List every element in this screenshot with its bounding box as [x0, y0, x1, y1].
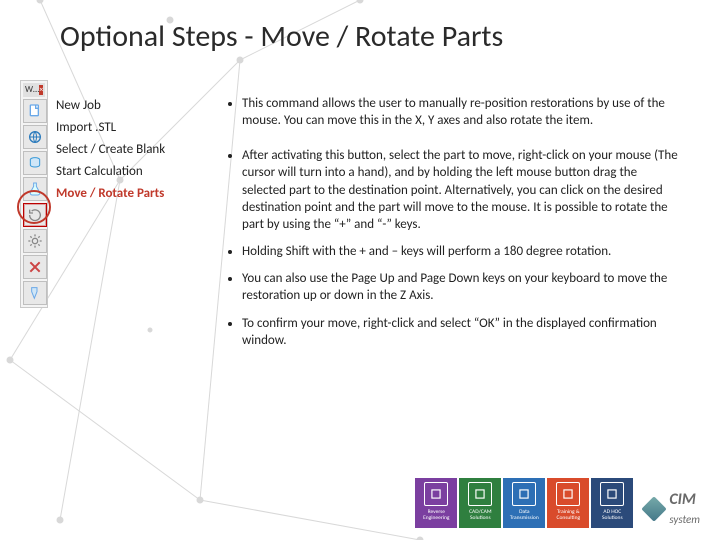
footer-card-data-transmission: Data Transmission [503, 478, 545, 528]
tool7-icon[interactable] [23, 255, 47, 279]
step-select-create-blank: Select / Create Blank [56, 139, 216, 161]
new-job-icon[interactable] [23, 99, 47, 123]
tool6-icon[interactable] [23, 229, 47, 253]
blank-icon[interactable] [23, 151, 47, 175]
footer-card-ad-hoc-solutions: AD HOC Solutions [591, 478, 633, 528]
bullet-2: After activating this button, select the… [242, 147, 680, 233]
import-stl-icon[interactable] [23, 125, 47, 149]
content-body: This command allows the user to manually… [222, 95, 680, 359]
footer-card-reverse-engineering: Reverse Engineering [415, 478, 457, 528]
cim-logo-icon [642, 496, 667, 521]
bullet-1: This command allows the user to manually… [242, 95, 680, 129]
step-new-job: New Job [56, 95, 216, 117]
close-icon[interactable]: × [39, 85, 43, 95]
toolbar-tab[interactable]: W… × [23, 83, 45, 97]
toolbar-tab-label: W… [25, 83, 39, 97]
footer: Reverse EngineeringCAD/CAM SolutionsData… [415, 478, 700, 528]
page-title: Optional Steps - Move / Rotate Parts [60, 18, 720, 55]
step-list: New JobImport .STLSelect / Create BlankS… [56, 95, 216, 205]
logo-text-1: CIM [669, 490, 696, 509]
step-move-rotate-parts: Move / Rotate Parts [56, 183, 216, 205]
cim-logo: CIM system [645, 490, 700, 528]
tool8-icon[interactable] [23, 281, 47, 305]
toolbar-palette: W… × [20, 80, 48, 308]
footer-card-training-consulting: Training & Consulting [547, 478, 589, 528]
step-start-calculation: Start Calculation [56, 161, 216, 183]
move-rotate-icon[interactable] [23, 203, 47, 227]
footer-card-cad-cam-solutions: CAD/CAM Solutions [459, 478, 501, 528]
bullet-3: Holding Shift with the + and – keys will… [242, 243, 680, 260]
calc-icon[interactable] [23, 177, 47, 201]
bullet-5: To confirm your move, right-click and se… [242, 315, 680, 349]
logo-text-2: system [669, 513, 700, 526]
bullet-4: You can also use the Page Up and Page Do… [242, 270, 680, 304]
step-import-stl: Import .STL [56, 117, 216, 139]
